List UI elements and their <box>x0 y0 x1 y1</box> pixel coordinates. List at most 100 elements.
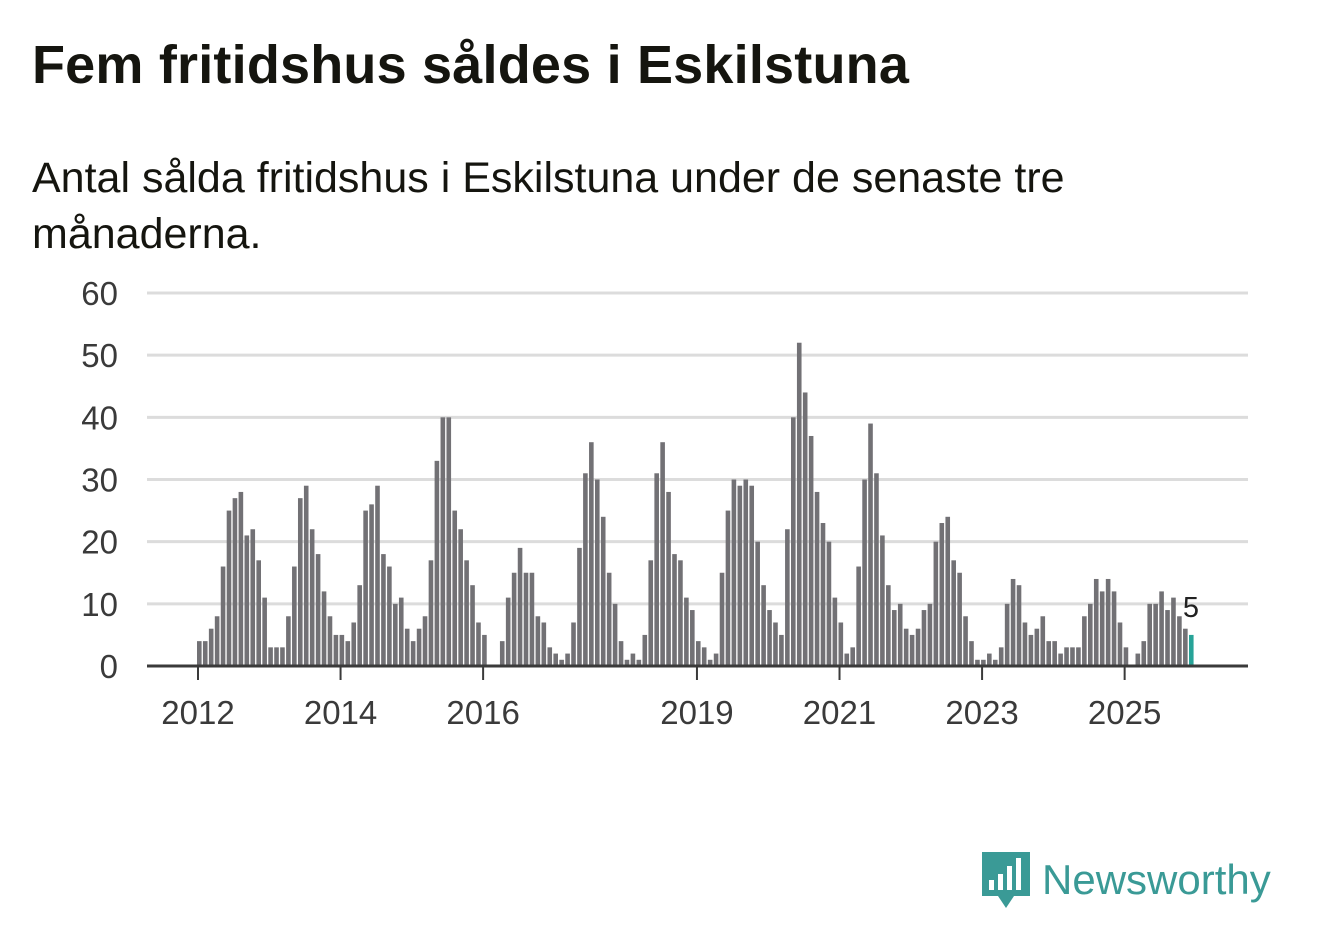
bar <box>690 610 695 666</box>
bar <box>826 541 832 666</box>
bar <box>684 597 689 666</box>
bar <box>422 616 428 666</box>
bar <box>1052 641 1057 666</box>
bar <box>1082 616 1087 666</box>
bar <box>731 479 737 666</box>
bar <box>315 554 321 666</box>
bar <box>1022 622 1028 666</box>
bar <box>796 342 802 666</box>
bar <box>440 417 446 666</box>
bar <box>381 554 386 666</box>
bar <box>761 585 766 666</box>
bar <box>969 641 974 666</box>
bar <box>1028 634 1034 666</box>
bar <box>880 535 885 666</box>
bar <box>547 647 553 666</box>
bar <box>785 529 790 666</box>
bar <box>1088 603 1093 666</box>
bar <box>927 603 933 666</box>
y-tick-label: 0 <box>100 648 118 685</box>
bar <box>357 585 362 666</box>
bar <box>517 547 523 666</box>
bar <box>470 585 475 666</box>
bar <box>903 628 909 666</box>
bar <box>672 554 677 666</box>
bar <box>529 572 535 666</box>
x-tick-label: 2019 <box>660 694 733 731</box>
y-tick-label: 60 <box>81 275 118 312</box>
bar <box>695 641 701 666</box>
bar <box>820 523 826 666</box>
bar <box>262 597 267 666</box>
bar <box>719 572 725 666</box>
bar <box>416 628 422 666</box>
brand-name: Newsworthy <box>1042 856 1271 903</box>
bar <box>393 603 398 666</box>
bar <box>921 610 927 666</box>
bar <box>648 560 654 666</box>
x-tick-label: 2021 <box>803 694 876 731</box>
bar <box>939 523 945 666</box>
bar <box>1177 616 1182 666</box>
bar <box>808 435 814 666</box>
bar <box>339 634 345 666</box>
bar <box>737 485 743 666</box>
x-tick-label: 2014 <box>304 694 377 731</box>
y-tick-label: 50 <box>81 337 118 374</box>
bar <box>268 647 273 666</box>
bar <box>286 616 291 666</box>
bar <box>434 460 440 666</box>
bar <box>713 653 719 666</box>
bar <box>197 641 202 666</box>
bar <box>945 516 951 666</box>
bar <box>1183 628 1188 666</box>
chart-subtitle: Antal sålda fritidshus i Eskilstuna unde… <box>32 154 1065 258</box>
bar <box>844 653 850 666</box>
bar <box>499 641 505 666</box>
bar <box>1135 653 1141 666</box>
bar <box>773 622 778 666</box>
bar <box>375 485 380 666</box>
bar <box>701 647 707 666</box>
bar <box>992 659 998 666</box>
bar <box>274 647 279 666</box>
bar <box>642 634 648 666</box>
bar <box>410 641 416 666</box>
bar <box>868 423 873 666</box>
bar <box>600 516 606 666</box>
bar-chart: 0 10 20 30 40 50 60 5 2012 2014 2016 2019 2021 2023 20… <box>81 275 1248 731</box>
y-tick-label: 40 <box>81 399 118 436</box>
bar <box>428 560 434 666</box>
bar <box>1093 578 1099 666</box>
bar <box>369 504 374 666</box>
bar <box>345 641 351 666</box>
bar <box>1004 603 1010 666</box>
bar <box>452 510 458 666</box>
bar <box>987 653 992 666</box>
bar <box>1034 628 1040 666</box>
bar <box>594 479 600 666</box>
bar <box>220 566 226 666</box>
bar <box>398 597 404 666</box>
highlight-bar <box>1188 634 1194 666</box>
bar <box>553 653 558 666</box>
bar <box>1141 641 1147 666</box>
y-tick-label: 30 <box>81 462 118 499</box>
bar <box>838 622 844 666</box>
bar <box>618 641 624 666</box>
bar <box>767 610 772 666</box>
bar <box>636 659 642 666</box>
bar <box>874 473 879 666</box>
y-tick-label: 20 <box>81 524 118 561</box>
bar <box>238 491 244 666</box>
bar <box>606 572 612 666</box>
bar <box>897 603 903 666</box>
bar <box>707 659 713 666</box>
chart-title: Fem fritidshus såldes i Eskilstuna <box>32 35 910 95</box>
bar <box>1117 622 1123 666</box>
bar <box>292 566 297 666</box>
bar <box>232 498 238 666</box>
bar <box>458 529 463 666</box>
bar <box>541 622 547 666</box>
bar <box>1064 647 1069 666</box>
